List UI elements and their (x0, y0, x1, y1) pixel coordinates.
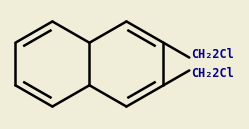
Text: CH₂2Cl: CH₂2Cl (191, 67, 234, 80)
Text: CH₂2Cl: CH₂2Cl (191, 48, 234, 61)
